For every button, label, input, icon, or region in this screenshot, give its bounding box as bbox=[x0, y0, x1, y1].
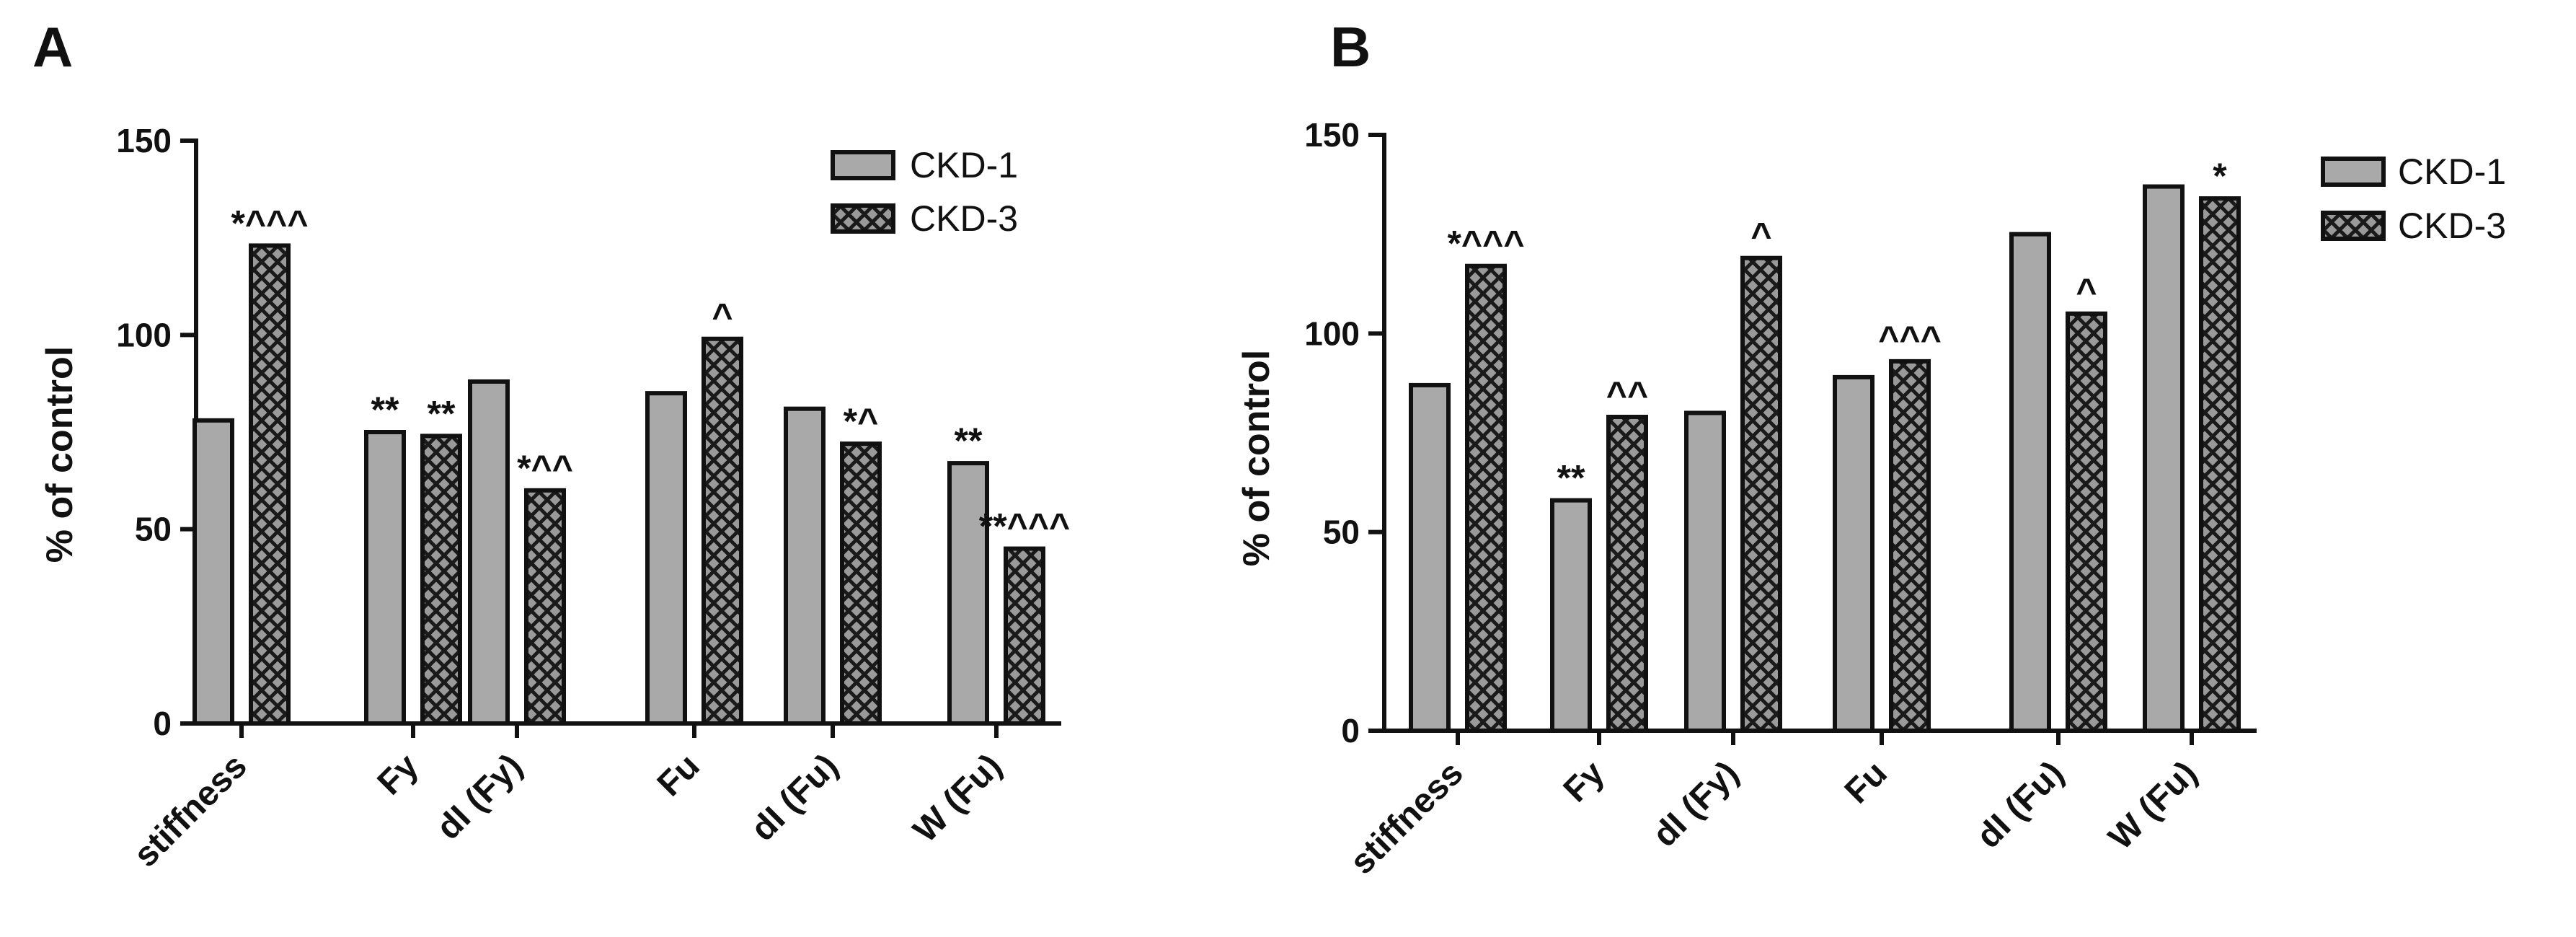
bar-a-ckd1-2 bbox=[468, 379, 510, 726]
bar-b-ckd1-1 bbox=[1550, 498, 1592, 733]
bar-a-ckd1-3 bbox=[645, 391, 687, 726]
x-category-label-b-1: Fy bbox=[1557, 754, 1612, 809]
legend-swatch-ckd1-a bbox=[831, 150, 895, 180]
bar-b-ckd1-4 bbox=[2009, 232, 2051, 733]
legend-b: CKD-1 CKD-3 bbox=[2321, 151, 2506, 246]
significance-label-a-ckd1-1: ** bbox=[371, 390, 399, 430]
y-tick-label-a-50: 50 bbox=[135, 511, 172, 548]
legend-a: CKD-1 CKD-3 bbox=[831, 145, 1018, 239]
significance-label-a-ckd3-4: *^ bbox=[844, 401, 879, 441]
legend-label-ckd3-b: CKD-3 bbox=[2398, 206, 2506, 246]
x-category-label-a-2: dI (Fy) bbox=[429, 747, 529, 847]
bar-b-ckd3-0 bbox=[1465, 263, 1507, 734]
panel-letter-b: B bbox=[1330, 15, 1371, 79]
y-tick-label-a-100: 100 bbox=[116, 316, 172, 353]
legend-label-ckd1-b: CKD-1 bbox=[2398, 151, 2506, 192]
y-tick-label-b-50: 50 bbox=[1323, 514, 1360, 551]
bar-a-ckd3-2 bbox=[524, 488, 566, 726]
bar-b-ckd1-5 bbox=[2143, 184, 2185, 733]
y-tick-label-a-0: 0 bbox=[153, 705, 172, 742]
bar-b-ckd1-2 bbox=[1684, 410, 1726, 733]
x-category-label-a-5: W (Fu) bbox=[906, 747, 1009, 850]
bar-b-ckd3-2 bbox=[1740, 255, 1782, 733]
legend-label-ckd1-a: CKD-1 bbox=[910, 145, 1018, 185]
significance-label-b-ckd3-1: ^^ bbox=[1606, 374, 1648, 415]
bar-b-ckd3-5 bbox=[2199, 196, 2241, 733]
legend-swatch-ckd3-b bbox=[2321, 211, 2386, 241]
significance-label-a-ckd3-1: ** bbox=[428, 393, 456, 434]
bar-b-ckd1-0 bbox=[1409, 382, 1451, 733]
x-category-label-a-4: dI (Fu) bbox=[744, 747, 846, 848]
y-axis-title-a: % of control bbox=[39, 346, 81, 563]
significance-label-b-ckd3-0: *^^^ bbox=[1447, 224, 1524, 264]
bar-a-ckd1-0 bbox=[192, 418, 234, 726]
bar-b-ckd1-3 bbox=[1833, 374, 1875, 733]
legend-swatch-ckd1-b bbox=[2321, 157, 2386, 187]
x-category-label-b-5: W (Fu) bbox=[2102, 754, 2205, 857]
significance-label-a-ckd3-3: ^ bbox=[712, 296, 732, 337]
significance-label-a-ckd3-5: **^^^ bbox=[979, 506, 1071, 547]
y-tick-label-b-100: 100 bbox=[1304, 314, 1360, 352]
bar-a-ckd1-4 bbox=[784, 406, 826, 726]
bar-a-ckd3-3 bbox=[701, 336, 743, 726]
significance-label-b-ckd3-5: * bbox=[2213, 156, 2227, 196]
x-category-label-a-0: stiffness bbox=[127, 747, 254, 874]
bar-b-ckd3-3 bbox=[1889, 358, 1931, 733]
significance-label-b-ckd3-2: ^ bbox=[1750, 216, 1771, 256]
bar-a-ckd1-5 bbox=[947, 461, 989, 726]
legend-swatch-ckd3-a bbox=[831, 203, 895, 234]
significance-label-b-ckd1-1: ** bbox=[1557, 458, 1585, 498]
y-tick-label-b-150: 150 bbox=[1304, 116, 1360, 154]
significance-label-b-ckd3-3: ^^^ bbox=[1878, 319, 1942, 359]
bar-b-ckd3-1 bbox=[1606, 414, 1648, 733]
x-category-label-b-4: dI (Fu) bbox=[1970, 754, 2071, 855]
significance-label-a-ckd1-5: ** bbox=[955, 421, 983, 461]
bar-b-ckd3-4 bbox=[2066, 311, 2107, 733]
x-category-label-a-1: Fy bbox=[371, 747, 426, 802]
panel-b: B % of control 050100150stiffness*^^^Fy*… bbox=[1236, 15, 2506, 881]
x-category-label-b-2: dI (Fy) bbox=[1645, 754, 1745, 854]
bar-a-ckd3-1 bbox=[420, 434, 462, 726]
significance-label-b-ckd3-4: ^ bbox=[2076, 271, 2097, 312]
significance-label-a-ckd3-0: *^^^ bbox=[231, 203, 308, 243]
panel-letter-a: A bbox=[32, 15, 73, 79]
x-category-label-b-3: Fu bbox=[1838, 754, 1895, 811]
y-tick-label-a-150: 150 bbox=[116, 122, 172, 159]
x-category-label-a-3: Fu bbox=[650, 747, 707, 804]
panel-a: A % of control 050100150stiffness*^^^Fy*… bbox=[32, 15, 1070, 874]
x-category-label-b-0: stiffness bbox=[1343, 754, 1471, 881]
bar-a-ckd3-0 bbox=[249, 243, 291, 726]
legend-label-ckd3-a: CKD-3 bbox=[910, 198, 1018, 239]
y-axis-title-b: % of control bbox=[1236, 350, 1278, 566]
significance-label-a-ckd3-2: *^^ bbox=[517, 448, 573, 488]
y-tick-label-b-0: 0 bbox=[1341, 712, 1360, 749]
bar-a-ckd3-4 bbox=[840, 441, 882, 726]
bar-a-ckd1-1 bbox=[364, 430, 406, 726]
bar-a-ckd3-5 bbox=[1004, 546, 1045, 726]
